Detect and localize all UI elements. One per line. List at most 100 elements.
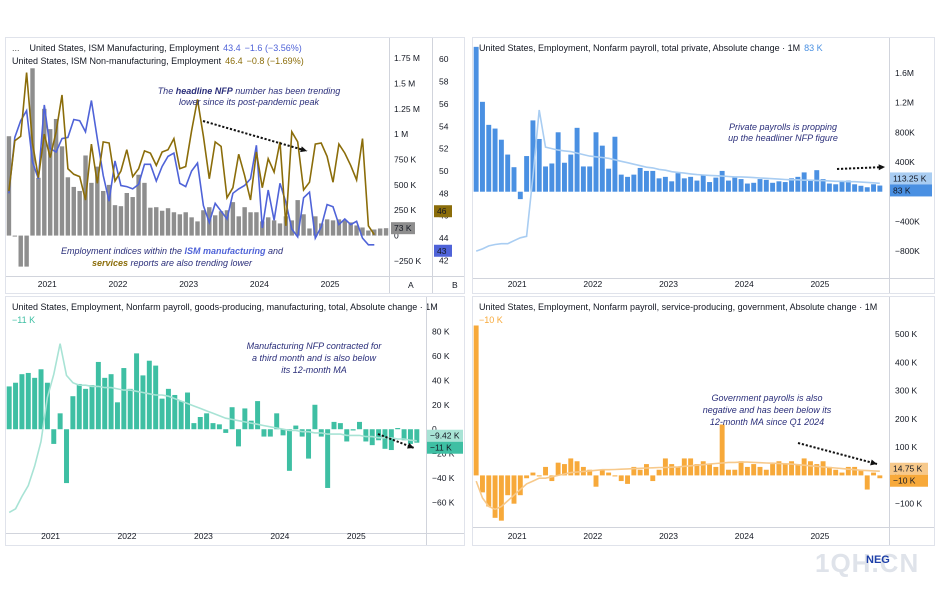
legend-series-ism-svc: United States, ISM Non-manufacturing, Em… [12, 56, 222, 66]
bar [707, 464, 712, 476]
y-tick: 0 [432, 424, 437, 434]
badge-ism-mfg-bg [434, 244, 452, 257]
bar [839, 472, 845, 476]
annotation-span: The [158, 86, 176, 96]
bar [6, 386, 12, 430]
x-tick-2021: 2021 [508, 531, 527, 541]
x-tick-2022: 2022 [583, 279, 602, 289]
chart-panel-ism: ... United States, ISM Manufacturing, Emp… [5, 37, 465, 294]
annotation-span: ISM manufacturing [185, 246, 267, 256]
bar-nfp [136, 174, 141, 236]
bar-nfp [101, 190, 106, 236]
axis-b-label: B [452, 280, 458, 290]
bar [57, 413, 63, 430]
bar [820, 461, 826, 476]
bar-nfp [301, 214, 306, 236]
bar-nfp [212, 215, 218, 236]
bar [719, 424, 725, 476]
chart-manufacturing: 80 K60 K40 K20 K0−20 K−40 K−60 K−9.42 K−… [6, 297, 464, 545]
bar [644, 170, 649, 192]
annotation-2: a third month and is also below [252, 353, 377, 363]
bar [44, 382, 50, 430]
bar [312, 404, 318, 430]
x-tick-2021: 2021 [508, 279, 527, 289]
bar [864, 475, 870, 490]
bar [801, 458, 807, 476]
bar [694, 464, 700, 476]
y-tick: 300 K [895, 386, 918, 396]
badge-last-bg [890, 184, 932, 197]
annotation-span: and [266, 246, 285, 256]
trend-arrow-private-head [878, 164, 885, 171]
last-value: −10 K [479, 315, 503, 325]
trend-arrow-nfp [202, 120, 308, 152]
bar [127, 388, 133, 430]
chart-title-government: United States, Employment, Nonfarm payro… [479, 301, 877, 327]
badge-ism-svc-bg [434, 205, 452, 218]
title-text: United States, Employment, Nonfarm payro… [12, 302, 438, 312]
badge-ma-bg [427, 429, 463, 442]
bar [388, 429, 394, 451]
y-tick-left: 250 K [394, 205, 417, 215]
bar [102, 377, 108, 430]
annotation-2: negative and has been below its [703, 405, 832, 415]
bar [395, 428, 401, 430]
bar [877, 475, 883, 479]
bar [293, 425, 299, 430]
bar-nfp [265, 217, 271, 236]
badge-nfp: 73 K [394, 223, 412, 233]
y-tick: 60 K [432, 351, 450, 361]
legend-menu-icon[interactable]: ... [12, 43, 20, 53]
bar [782, 464, 788, 476]
bar [637, 469, 643, 476]
bar [845, 466, 851, 476]
bar-nfp [71, 186, 76, 236]
bar [669, 464, 675, 476]
y-tick: 80 K [432, 326, 450, 336]
bar-nfp [360, 227, 365, 236]
bar [662, 176, 668, 192]
bar [580, 166, 586, 192]
bar [210, 423, 216, 430]
y-tick-right: 42 [439, 255, 449, 265]
bar [612, 475, 618, 477]
bar [191, 423, 197, 430]
y-tick-left: 1.25 M [394, 104, 420, 114]
bar [19, 374, 25, 430]
bar [235, 429, 241, 447]
bar-nfp [248, 212, 253, 236]
chart-panel-private: United States, Employment, Nonfarm payro… [472, 37, 935, 294]
bar [536, 138, 542, 192]
bar [808, 179, 813, 192]
x-tick-2024: 2024 [735, 531, 754, 541]
annotation-2: up the headliner NFP figure [728, 133, 838, 143]
x-tick-2023: 2023 [659, 279, 678, 289]
bar [511, 475, 517, 504]
bar [751, 464, 757, 476]
badge-ma-bg [890, 462, 928, 475]
x-tick-2025: 2025 [347, 531, 366, 541]
last-value: −11 K [12, 315, 36, 325]
bar-nfp [319, 223, 324, 236]
bar [95, 361, 101, 430]
bar-nfp [177, 214, 183, 236]
title-text: United States, Employment, Nonfarm payro… [479, 302, 878, 312]
annotation-1: Government payrolls is also [711, 393, 822, 403]
y-tick-right: 50 [439, 166, 449, 176]
bar [511, 167, 517, 192]
bar-nfp [130, 197, 135, 236]
bar [562, 464, 567, 476]
bar [795, 464, 801, 476]
trend-arrow-private [836, 166, 886, 170]
bar [744, 466, 750, 476]
bar [871, 184, 876, 192]
bar [700, 461, 706, 476]
bar [732, 177, 738, 192]
bar [114, 402, 120, 430]
annotation-span: headline NFP [176, 86, 234, 96]
bar [536, 475, 542, 477]
bar-nfp [372, 229, 377, 236]
bar [814, 464, 820, 476]
bar [631, 174, 637, 192]
y-tick-left: 1.5 M [394, 78, 415, 88]
